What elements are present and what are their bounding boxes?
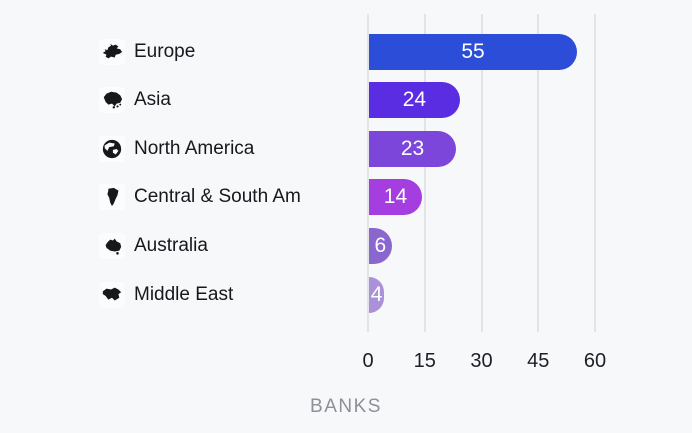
category-row-label: North America bbox=[99, 135, 254, 163]
gridline bbox=[423, 14, 426, 332]
bar-value-label: 4 bbox=[370, 282, 383, 306]
gridline bbox=[367, 14, 369, 332]
category-row-label: Central & South Am bbox=[99, 183, 301, 211]
category-label: Australia bbox=[134, 234, 208, 256]
australia-icon bbox=[99, 232, 125, 259]
bar-value-label: 24 bbox=[402, 88, 427, 112]
category-row-label: Australia bbox=[99, 232, 208, 260]
bar-europe[interactable]: 55 bbox=[369, 33, 578, 70]
x-axis-title: BANKS bbox=[310, 396, 382, 417]
category-label: Asia bbox=[134, 89, 171, 111]
gridline bbox=[537, 14, 540, 332]
x-tick-label: 15 bbox=[413, 350, 436, 372]
category-label: Central & South Am bbox=[134, 186, 301, 208]
category-row-label: Middle East bbox=[99, 281, 233, 309]
x-tick-label: 45 bbox=[527, 350, 550, 372]
asia-icon bbox=[99, 87, 125, 114]
bar-value-label: 23 bbox=[400, 136, 425, 160]
bar-value-label: 14 bbox=[383, 185, 408, 209]
bar-central-south-america[interactable]: 14 bbox=[369, 179, 422, 216]
gridline bbox=[594, 14, 596, 332]
bar-value-label: 6 bbox=[374, 233, 387, 257]
bar-value-label: 55 bbox=[461, 39, 485, 63]
category-label: North America bbox=[134, 137, 255, 159]
x-tick-label: 0 bbox=[362, 350, 374, 372]
x-tick-label: 60 bbox=[583, 350, 607, 372]
bar-north-america[interactable]: 23 bbox=[369, 130, 457, 167]
category-row-label: Europe bbox=[99, 38, 195, 66]
category-row-label: Asia bbox=[99, 86, 171, 114]
bar-asia[interactable]: 24 bbox=[369, 82, 460, 119]
north-america-icon bbox=[99, 135, 125, 162]
middle-east-icon bbox=[99, 281, 125, 308]
europe-icon bbox=[99, 38, 125, 65]
category-label: Middle East bbox=[134, 283, 234, 305]
bar-middle-east[interactable]: 4 bbox=[369, 276, 385, 313]
bar-australia[interactable]: 6 bbox=[369, 227, 392, 264]
central-south-america-icon bbox=[99, 184, 125, 211]
category-label: Europe bbox=[134, 40, 196, 62]
x-tick-label: 30 bbox=[470, 350, 493, 372]
gridline bbox=[480, 14, 483, 332]
